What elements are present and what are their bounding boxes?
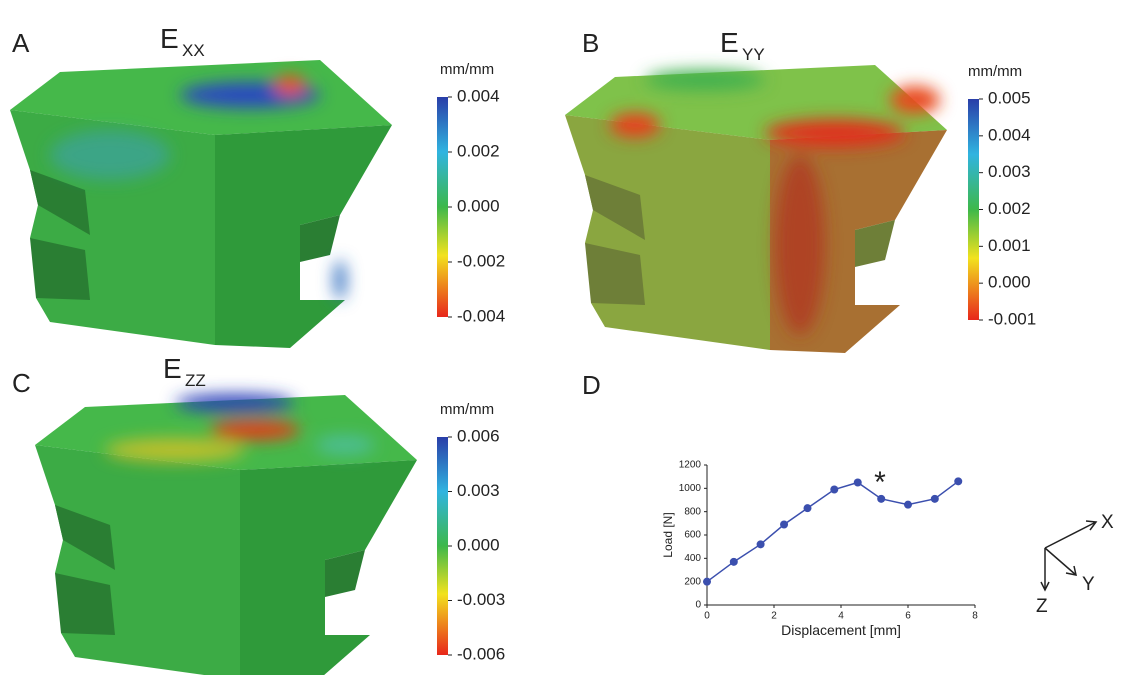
data-point <box>730 558 738 566</box>
figure: X Y Z D AEXXmm/mm0.0040.0020.000-0.002-0… <box>0 0 1129 675</box>
data-point <box>757 540 765 548</box>
y-axis-label: Load [N] <box>661 512 675 557</box>
panel-title-subscript: YY <box>742 45 765 64</box>
triad-y: Y <box>1082 574 1095 595</box>
data-point <box>904 501 912 509</box>
data-point <box>931 495 939 503</box>
colorbar-tick-label: 0.005 <box>988 88 1031 107</box>
colorbar-tick-label: -0.006 <box>457 644 505 663</box>
y-tick-label: 1200 <box>679 460 702 471</box>
x-tick-label: 4 <box>838 611 844 622</box>
x-tick-label: 0 <box>704 611 710 622</box>
panel-label: D <box>582 370 601 400</box>
colorbar-unit: mm/mm <box>440 61 494 78</box>
colorbar-tick-label: 0.000 <box>457 535 500 554</box>
data-point <box>703 578 711 586</box>
panel-title-subscript: ZZ <box>185 371 206 390</box>
y-tick-label: 600 <box>684 530 701 541</box>
colorbar-tick-label: 0.000 <box>457 196 500 215</box>
data-point <box>780 521 788 529</box>
colorbar-tick-label: 0.002 <box>988 199 1031 218</box>
panel-title: E <box>720 27 739 58</box>
colorbar <box>968 99 979 320</box>
x-tick-label: 6 <box>905 611 911 622</box>
annotation: * <box>874 466 886 499</box>
model-b <box>565 65 947 353</box>
model-c <box>35 394 417 675</box>
panel-title: E <box>163 353 182 384</box>
y-tick-label: 800 <box>684 506 701 517</box>
colorbar-unit: mm/mm <box>440 401 494 418</box>
colorbar-tick-label: -0.003 <box>457 590 505 609</box>
panel-title-subscript: XX <box>182 41 205 60</box>
series-line <box>707 481 958 581</box>
colorbar <box>437 437 448 655</box>
colorbar-tick-label: 0.006 <box>457 426 500 445</box>
colorbar-tick-label: 0.002 <box>457 141 500 160</box>
colorbar-tick-label: -0.001 <box>988 309 1036 328</box>
colorbar-tick-label: 0.004 <box>457 86 500 105</box>
data-point <box>830 486 838 494</box>
colorbar-tick-label: -0.002 <box>457 251 505 270</box>
panel-label: B <box>582 28 599 58</box>
colorbar-tick-label: 0.003 <box>988 162 1031 181</box>
data-point <box>804 504 812 512</box>
colorbar-unit: mm/mm <box>968 63 1022 80</box>
y-tick-label: 200 <box>684 576 701 587</box>
colorbar-tick-label: 0.000 <box>988 273 1031 292</box>
x-tick-label: 8 <box>972 611 978 622</box>
colorbar-tick-label: 0.001 <box>988 236 1031 255</box>
model-a <box>10 60 392 348</box>
panel-label: C <box>12 368 31 398</box>
colorbar-tick-label: 0.003 <box>457 481 500 500</box>
triad-x: X <box>1101 512 1114 533</box>
y-tick-label: 0 <box>695 600 701 611</box>
x-tick-label: 2 <box>771 611 777 622</box>
colorbar <box>437 97 448 317</box>
colorbar-tick-label: 0.004 <box>988 125 1031 144</box>
y-tick-label: 400 <box>684 553 701 564</box>
panel-label: A <box>12 28 30 58</box>
data-point <box>954 477 962 485</box>
triad-z: Z <box>1036 596 1048 617</box>
panel-title: E <box>160 23 179 54</box>
data-point <box>854 479 862 487</box>
colorbar-tick-label: -0.004 <box>457 306 505 325</box>
y-tick-label: 1000 <box>679 483 702 494</box>
x-axis-label: Displacement [mm] <box>781 622 901 638</box>
